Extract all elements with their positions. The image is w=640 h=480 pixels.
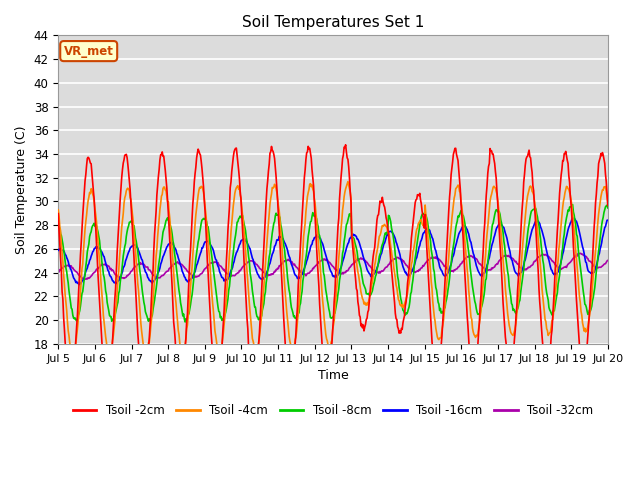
Y-axis label: Soil Temperature (C): Soil Temperature (C) <box>15 125 28 254</box>
X-axis label: Time: Time <box>317 369 348 382</box>
Text: VR_met: VR_met <box>64 45 114 58</box>
Title: Soil Temperatures Set 1: Soil Temperatures Set 1 <box>242 15 424 30</box>
Legend: Tsoil -2cm, Tsoil -4cm, Tsoil -8cm, Tsoil -16cm, Tsoil -32cm: Tsoil -2cm, Tsoil -4cm, Tsoil -8cm, Tsoi… <box>68 399 598 421</box>
